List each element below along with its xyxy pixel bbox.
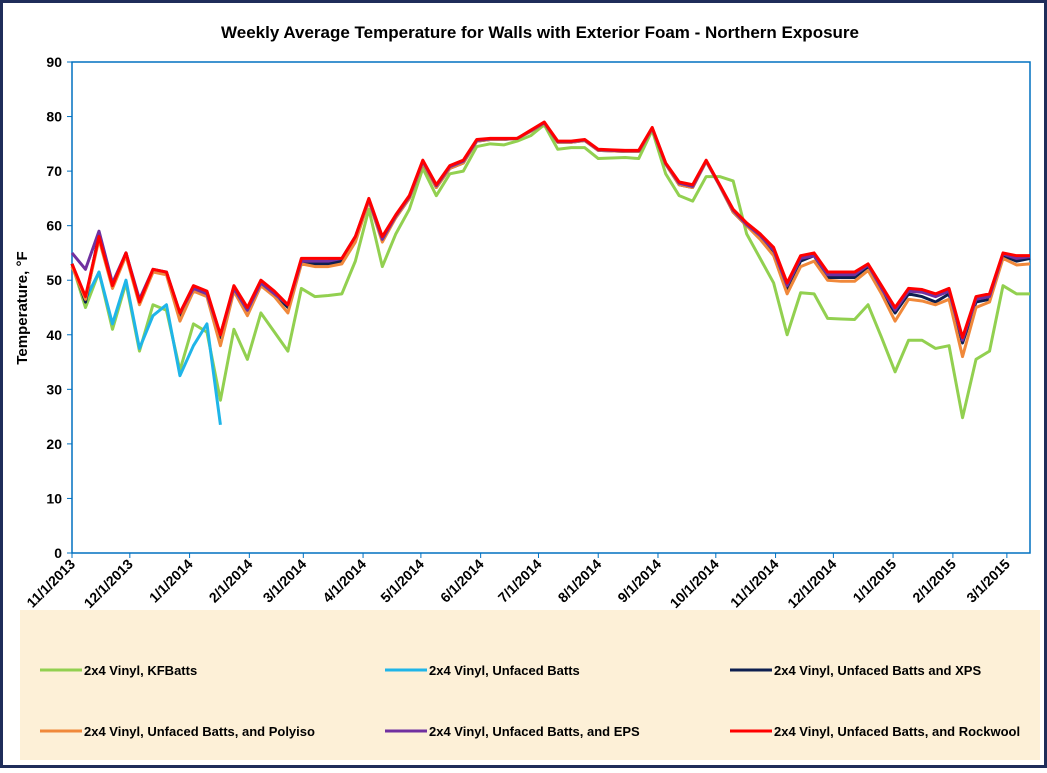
y-tick-label: 70 <box>46 163 62 179</box>
chart-title: Weekly Average Temperature for Walls wit… <box>221 23 859 42</box>
series-line <box>70 263 222 425</box>
series-line <box>70 120 1030 340</box>
legend-label: 2x4 Vinyl, Unfaced Batts <box>429 663 580 678</box>
legend-label: 2x4 Vinyl, Unfaced Batts, and EPS <box>429 724 640 739</box>
y-tick-label: 50 <box>46 272 62 288</box>
legend-label: 2x4 Vinyl, Unfaced Batts, and Rockwool <box>774 724 1020 739</box>
plot-area <box>71 61 1031 554</box>
y-tick-label: 20 <box>46 436 62 452</box>
y-tick-label: 40 <box>46 327 62 343</box>
y-tick-label: 90 <box>46 54 62 70</box>
legend-box <box>20 610 1040 760</box>
series-line <box>70 123 1030 420</box>
legend-label: 2x4 Vinyl, KFBatts <box>84 663 197 678</box>
y-tick-label: 10 <box>46 490 62 506</box>
y-tick-label: 80 <box>46 109 62 125</box>
legend-label: 2x4 Vinyl, Unfaced Batts and XPS <box>774 663 981 678</box>
y-tick-label: 0 <box>54 545 62 561</box>
y-tick-label: 30 <box>46 381 62 397</box>
y-tick-label: 60 <box>46 218 62 234</box>
y-axis-label: Temperature, °F <box>14 251 31 364</box>
legend-label: 2x4 Vinyl, Unfaced Batts, and Polyiso <box>84 724 315 739</box>
